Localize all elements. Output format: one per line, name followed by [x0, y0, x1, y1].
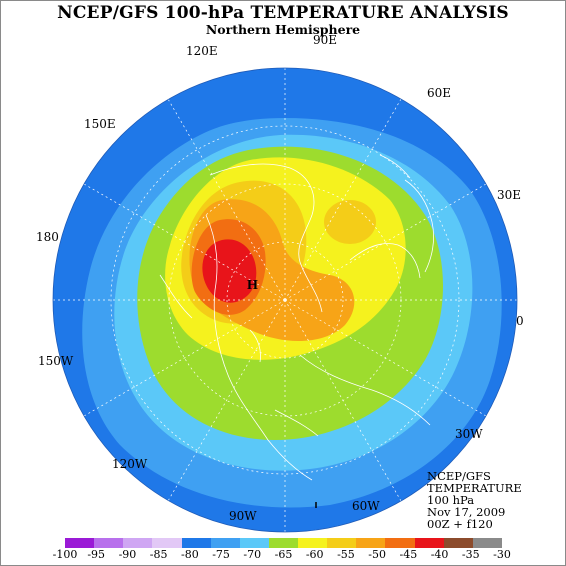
colorbar-cell: [385, 538, 416, 548]
colorbar-cell: [414, 538, 445, 548]
lon-label-60w: 60W: [352, 499, 380, 513]
colorbar-cell: [123, 538, 153, 548]
colorbar-tick-label: -45: [399, 548, 418, 561]
high-pressure-marker: H: [247, 278, 258, 293]
graticule: [53, 68, 517, 532]
colorbar-tick-label: -85: [149, 548, 168, 561]
colorbar-cell: [65, 538, 95, 548]
lon-label-120e: 120E: [186, 44, 218, 58]
lon-label-60e: 60E: [427, 86, 452, 100]
lon-label-30w: 30W: [455, 427, 483, 441]
lon-label-90w: 90W: [229, 509, 257, 523]
colorbar-cell: [298, 538, 328, 548]
colorbar-cell: [472, 538, 503, 548]
colorbar-tick-label: -30: [493, 548, 511, 561]
temperature-field: [53, 68, 517, 532]
colorbar-cell: [210, 538, 241, 548]
colorbar-tick-label: -90: [118, 548, 137, 561]
info-forecast: 00Z + f120: [427, 517, 493, 531]
colorbar-cell: [443, 538, 474, 548]
colorbar-tick-label: -55: [337, 548, 355, 561]
lon-label-120w: 120W: [112, 457, 148, 471]
info-variable: TEMPERATURE: [427, 481, 522, 495]
contour-band-55-east: [324, 200, 376, 244]
lon-label-0: 0: [516, 314, 524, 328]
colorbar-cell: [94, 538, 124, 548]
info-level: 100 hPa: [427, 493, 475, 507]
lon-label-30e: 30E: [497, 188, 522, 202]
lon-label-150w: 150W: [38, 354, 74, 368]
colorbar-tick-label: -75: [212, 548, 230, 561]
map-boundary: [52, 67, 518, 533]
chart-subtitle: Northern Hemisphere: [205, 22, 361, 37]
colorbar-tick-label: -35: [461, 548, 480, 561]
colorbar-tick-label: -40: [430, 548, 449, 561]
coastlines: [159, 154, 434, 481]
info-date: Nov 17, 2009: [427, 505, 506, 519]
colorbar-tick-label: -100: [52, 548, 78, 561]
colorbar-tick-label: -65: [274, 548, 293, 561]
colorbar-cell: [239, 538, 270, 548]
colorbar: [65, 538, 503, 548]
chart-title: NCEP/GFS 100-hPa TEMPERATURE ANALYSIS: [57, 3, 509, 23]
lon-label-150e: 150E: [84, 117, 116, 131]
colorbar-cell: [181, 538, 212, 548]
colorbar-tick-label: -80: [180, 548, 199, 561]
lon-label-90e: 90E: [313, 33, 338, 47]
info-block: NCEP/GFS TEMPERATURE 100 hPa Nov 17, 200…: [427, 470, 522, 530]
info-source: NCEP/GFS: [427, 469, 491, 483]
colorbar-tick-label: -95: [87, 548, 106, 561]
lon-label-180: 180: [36, 230, 59, 244]
colorbar-tick-label: -60: [305, 548, 324, 561]
colorbar-cell: [327, 538, 357, 548]
colorbar-tick-label: -50: [368, 548, 386, 561]
colorbar-cell: [268, 538, 299, 548]
colorbar-cell: [152, 538, 183, 548]
colorbar-tick-label: -70: [243, 548, 262, 561]
colorbar-cell: [356, 538, 386, 548]
